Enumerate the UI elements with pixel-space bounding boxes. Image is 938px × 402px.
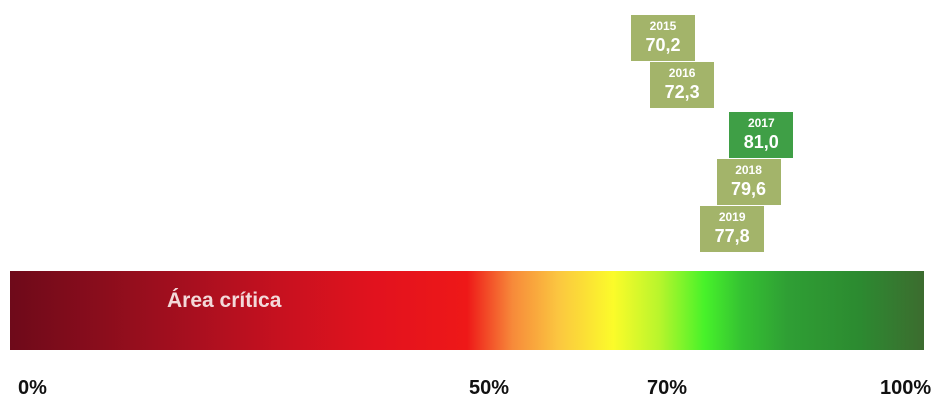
marker-value-label: 77,8 [714,226,750,246]
tick-50: 50% [469,377,510,399]
marker-2017: 2017 81,0 [729,112,794,158]
marker-year-label: 2016 [668,66,696,80]
marker-2019: 2019 77,8 [700,206,765,252]
marker-value-label: 81,0 [743,132,779,152]
marker-2016: 2016 72,3 [650,62,715,108]
marker-year-label: 2017 [747,116,775,130]
marker-2018: 2018 79,6 [716,159,781,205]
marker-value-label: 70,2 [645,35,681,55]
gauge-bar [10,271,924,350]
marker-value-label: 79,6 [731,179,767,199]
marker-year-label: 2019 [718,210,746,224]
tick-100: 100% [880,377,932,399]
critical-area-label: Área crítica [167,289,282,312]
marker-year-label: 2018 [735,163,762,177]
marker-value-label: 72,3 [664,82,700,102]
marker-2015: 2015 70,2 [631,15,696,61]
tick-70: 70% [647,377,688,399]
tick-0: 0% [18,377,47,399]
marker-year-label: 2015 [649,19,677,33]
